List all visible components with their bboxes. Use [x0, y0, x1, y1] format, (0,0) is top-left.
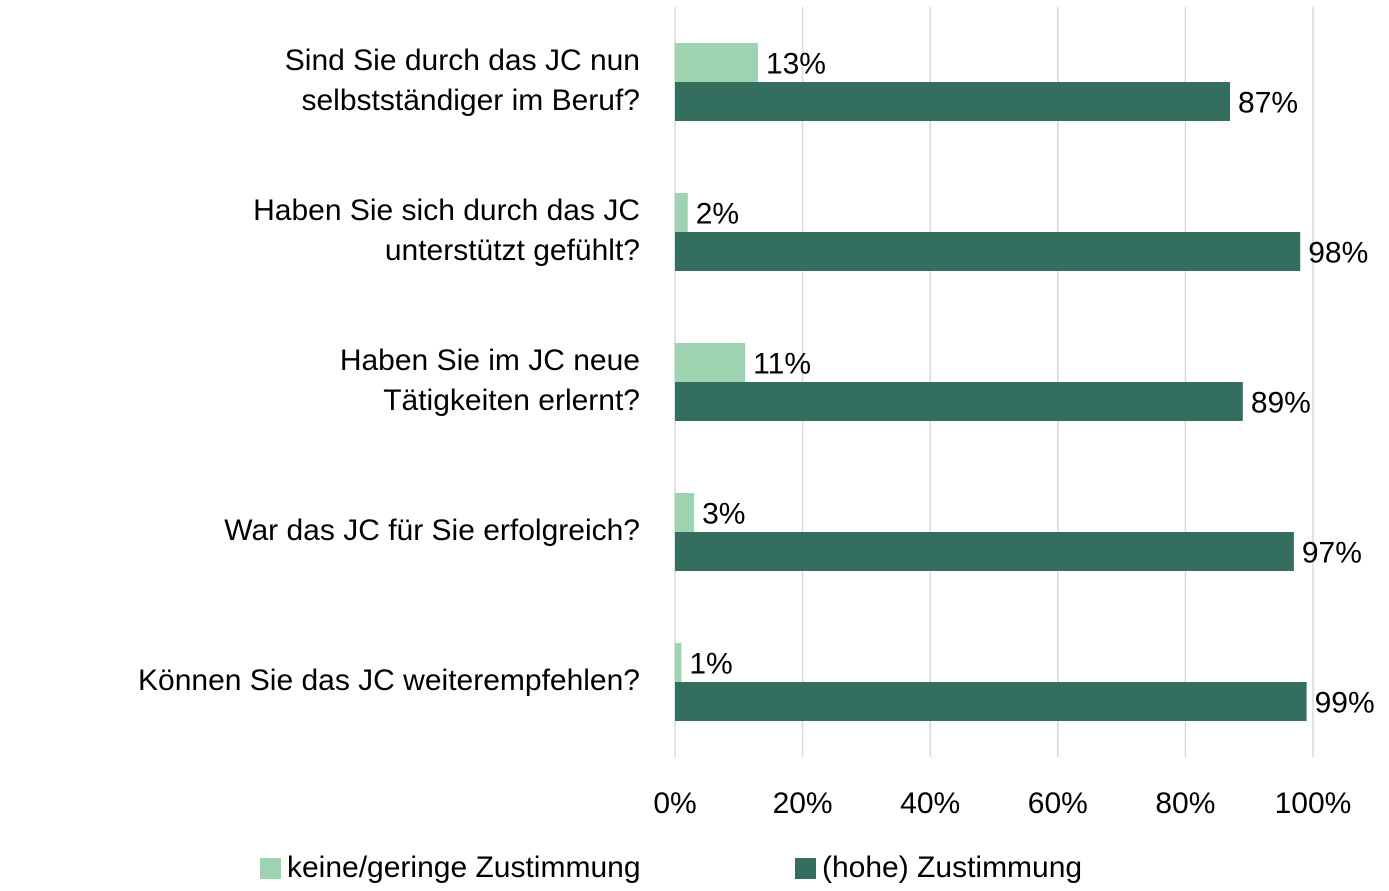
- category-label: Haben Sie im JC neue: [340, 344, 640, 377]
- x-tick-label: 60%: [1028, 787, 1088, 820]
- legend-label: (hohe) Zustimmung: [822, 851, 1082, 884]
- bar: [675, 82, 1231, 121]
- bar: [675, 232, 1301, 271]
- data-label: 3%: [702, 497, 745, 530]
- bar: [675, 493, 695, 532]
- data-label: 99%: [1315, 686, 1375, 719]
- category-label: War das JC für Sie erfolgreich?: [224, 514, 640, 547]
- data-label: 87%: [1238, 86, 1298, 119]
- data-label: 11%: [753, 347, 811, 380]
- category-label: Sind Sie durch das JC nun: [285, 44, 640, 77]
- data-label: 89%: [1251, 386, 1311, 419]
- data-label: 13%: [766, 47, 826, 80]
- data-label: 1%: [689, 647, 732, 680]
- bar: [675, 643, 682, 682]
- bar: [675, 682, 1307, 721]
- legend-label: keine/geringe Zustimmung: [287, 851, 641, 884]
- category-label: Können Sie das JC weiterempfehlen?: [138, 664, 640, 697]
- bar: [675, 343, 746, 382]
- bar: [675, 193, 688, 232]
- x-tick-label: 100%: [1275, 787, 1352, 820]
- category-label: selbstständiger im Beruf?: [302, 84, 641, 117]
- category-label: unterstützt gefühlt?: [385, 234, 640, 267]
- data-label: 2%: [696, 197, 739, 230]
- x-tick-label: 80%: [1155, 787, 1215, 820]
- x-tick-label: 40%: [900, 787, 960, 820]
- bar: [675, 382, 1243, 421]
- data-label: 98%: [1308, 236, 1368, 269]
- legend-swatch: [795, 858, 816, 879]
- x-tick-label: 20%: [773, 787, 833, 820]
- bar: [675, 43, 758, 82]
- legend-swatch: [260, 858, 281, 879]
- bar: [675, 532, 1294, 571]
- category-label: Tätigkeiten erlernt?: [383, 384, 640, 417]
- x-tick-label: 0%: [653, 787, 696, 820]
- data-label: 97%: [1302, 536, 1362, 569]
- category-label: Haben Sie sich durch das JC: [253, 194, 640, 227]
